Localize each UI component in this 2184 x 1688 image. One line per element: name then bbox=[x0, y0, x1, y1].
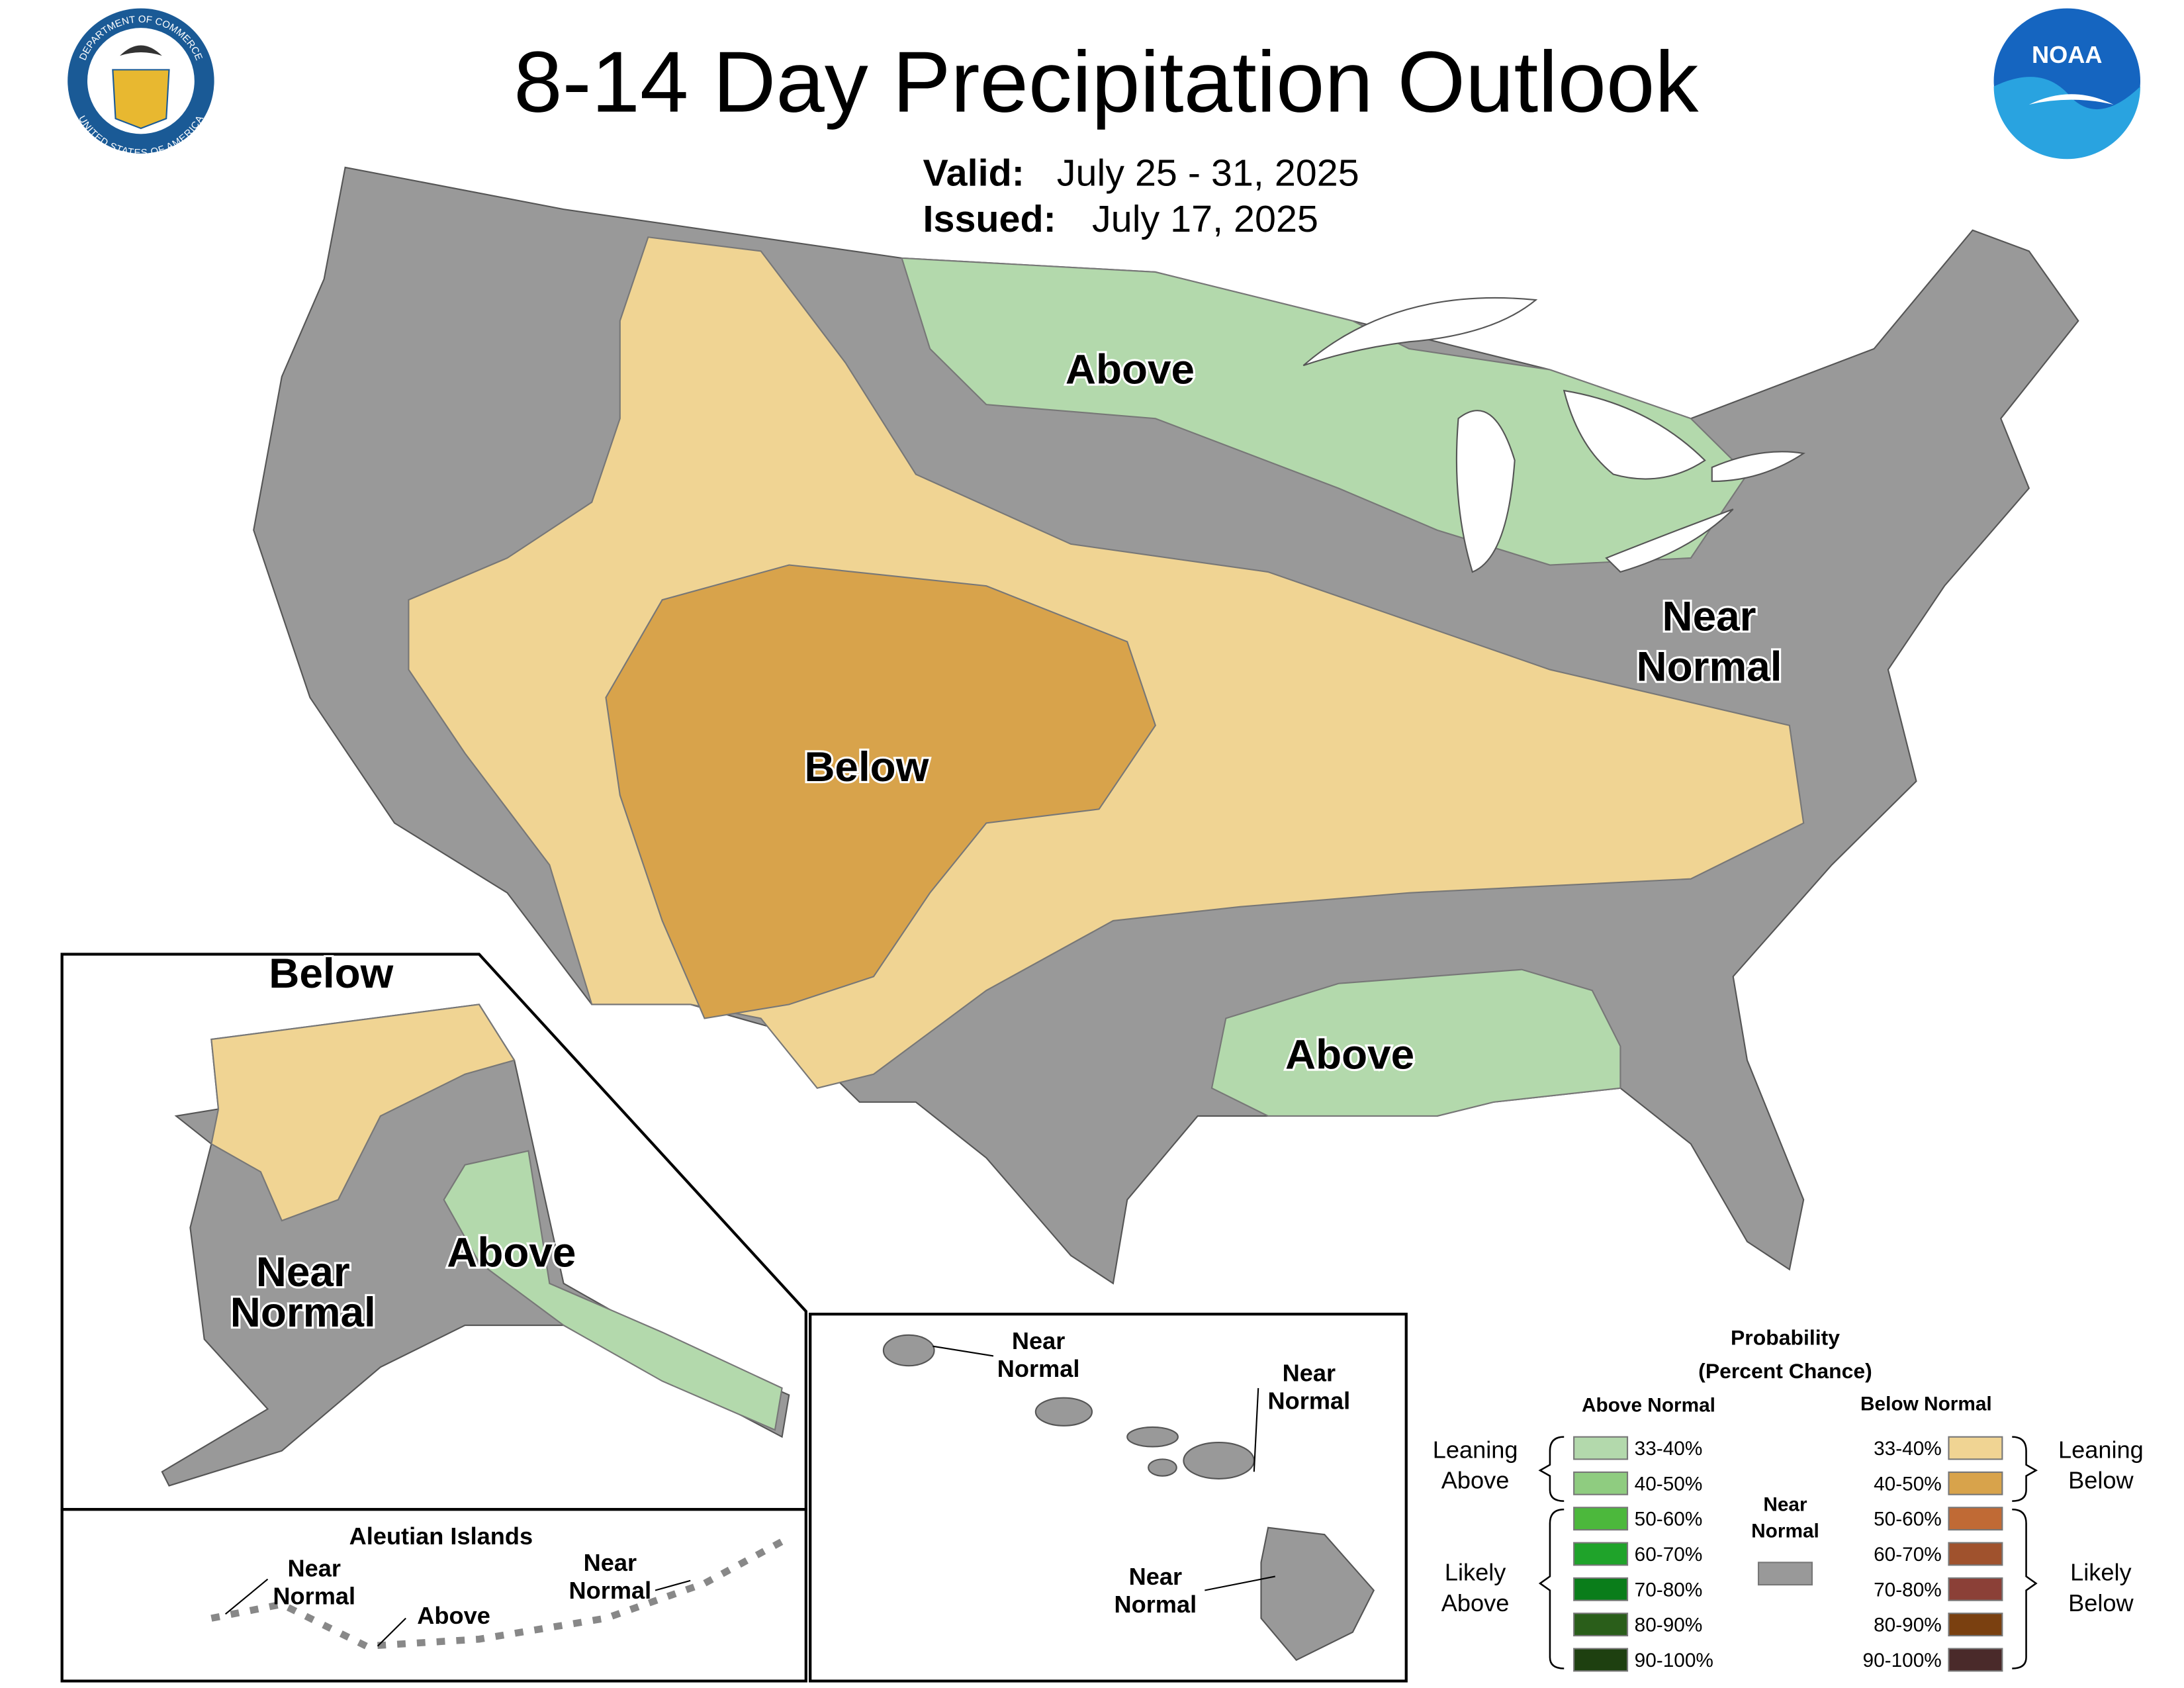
legend-swatch bbox=[1948, 1577, 2003, 1601]
above-region-south bbox=[1210, 968, 1621, 1117]
issued-date: July 17, 2025 bbox=[1092, 198, 1318, 240]
legend-swatch bbox=[1573, 1471, 1629, 1495]
legend-group: Likely bbox=[1445, 1559, 1506, 1586]
legend-range: 60-70% bbox=[1874, 1544, 1942, 1566]
alaska-below bbox=[210, 1004, 516, 1222]
region-label: Below bbox=[804, 743, 929, 790]
legend-range: 40-50% bbox=[1874, 1474, 1942, 1495]
legend-swatch bbox=[1573, 1648, 1629, 1672]
region-label: Normal bbox=[1637, 643, 1782, 690]
legend-header: Below Normal bbox=[1860, 1393, 1992, 1415]
legend-swatch bbox=[1573, 1542, 1629, 1566]
legend-brace bbox=[1538, 1436, 1565, 1502]
region-label: Normal bbox=[997, 1355, 1080, 1382]
legend-swatch bbox=[1948, 1648, 2003, 1672]
legend-range: 70-80% bbox=[1635, 1579, 1703, 1601]
region-label: Near bbox=[1129, 1563, 1182, 1590]
legend-brace bbox=[2012, 1436, 2038, 1502]
alaska-above bbox=[443, 1150, 783, 1431]
alaska-inset bbox=[60, 953, 807, 1511]
legend-swatch bbox=[1757, 1562, 1813, 1586]
legend-group: Likely bbox=[2070, 1559, 2132, 1586]
legend-range: 40-50% bbox=[1635, 1474, 1703, 1495]
legend-group: Leaning bbox=[1433, 1436, 1518, 1463]
region-label: Above bbox=[1066, 346, 1195, 393]
legend-group: Below bbox=[2068, 1589, 2134, 1617]
legend-group: Above bbox=[1441, 1589, 1510, 1617]
legend-range: 50-60% bbox=[1874, 1509, 1942, 1530]
legend-range: 33-40% bbox=[1874, 1438, 1942, 1460]
legend-brace bbox=[1538, 1508, 1565, 1669]
hawaii-inset bbox=[809, 1313, 1408, 1683]
legend-group: Above bbox=[1441, 1467, 1510, 1494]
legend-range: 33-40% bbox=[1635, 1438, 1703, 1460]
legend-range: 80-90% bbox=[1635, 1615, 1703, 1636]
region-label: Normal bbox=[230, 1289, 376, 1336]
region-label: Normal bbox=[569, 1577, 652, 1604]
legend-swatch bbox=[1573, 1613, 1629, 1637]
legend-range: 90-100% bbox=[1635, 1650, 1713, 1671]
valid-label: Valid: bbox=[923, 152, 1024, 195]
commerce-logo bbox=[68, 8, 214, 154]
legend-range: 50-60% bbox=[1635, 1509, 1703, 1530]
legend-near: Near bbox=[1763, 1493, 1807, 1515]
legend-title: Probability bbox=[1731, 1326, 1840, 1350]
legend-swatch bbox=[1948, 1613, 2003, 1637]
legend-range: 70-80% bbox=[1874, 1579, 1942, 1601]
legend-swatch bbox=[1948, 1507, 2003, 1531]
conus bbox=[253, 166, 2079, 1285]
region-label: Below bbox=[269, 950, 394, 997]
legend: Probability (Percent Chance) Above Normal B… bbox=[1433, 1326, 2144, 1672]
legend-range: 60-70% bbox=[1635, 1544, 1703, 1566]
noaa-text: NOAA bbox=[2032, 41, 2103, 68]
region-label: Near bbox=[256, 1248, 350, 1295]
legend-group: Leaning bbox=[2058, 1436, 2144, 1463]
legend-brace bbox=[2012, 1508, 2038, 1669]
legend-range: 90-100% bbox=[1863, 1650, 1942, 1671]
region-label: Near bbox=[1012, 1327, 1065, 1354]
legend-swatch bbox=[1948, 1542, 2003, 1566]
title: 8-14 Day Precipitation Outlook bbox=[514, 33, 1699, 130]
legend-swatch bbox=[1573, 1436, 1629, 1460]
aleutian-title: Aleutian Islands bbox=[349, 1523, 533, 1550]
region-label: Above bbox=[447, 1229, 576, 1276]
region-label: Above bbox=[1285, 1031, 1414, 1078]
legend-range: 80-90% bbox=[1874, 1615, 1942, 1636]
valid-dates: July 25 - 31, 2025 bbox=[1057, 152, 1359, 195]
great-lakes bbox=[1302, 297, 1805, 573]
legend-swatch bbox=[1573, 1507, 1629, 1531]
region-label: Near bbox=[1283, 1360, 1336, 1387]
below-region-core bbox=[605, 564, 1156, 1019]
legend-group: Below bbox=[2068, 1467, 2134, 1494]
legend-header: Above Normal bbox=[1582, 1395, 1715, 1417]
legend-title: (Percent Chance) bbox=[1698, 1359, 1872, 1383]
legend-near: Normal bbox=[1751, 1521, 1819, 1542]
issued-label: Issued: bbox=[923, 198, 1056, 240]
region-label: Near bbox=[288, 1555, 341, 1582]
aleutian-inset bbox=[60, 1508, 807, 1683]
region-label: Normal bbox=[1268, 1387, 1351, 1415]
region-label: Normal bbox=[1114, 1591, 1197, 1618]
legend-swatch bbox=[1948, 1471, 2003, 1495]
noaa-logo bbox=[1993, 8, 2140, 160]
region-label: Near bbox=[584, 1549, 637, 1576]
region-label: Near bbox=[1662, 593, 1756, 640]
legend-swatch bbox=[1948, 1436, 2003, 1460]
region-label: Above bbox=[417, 1602, 490, 1629]
legend-swatch bbox=[1573, 1577, 1629, 1601]
region-label: Normal bbox=[273, 1583, 355, 1610]
